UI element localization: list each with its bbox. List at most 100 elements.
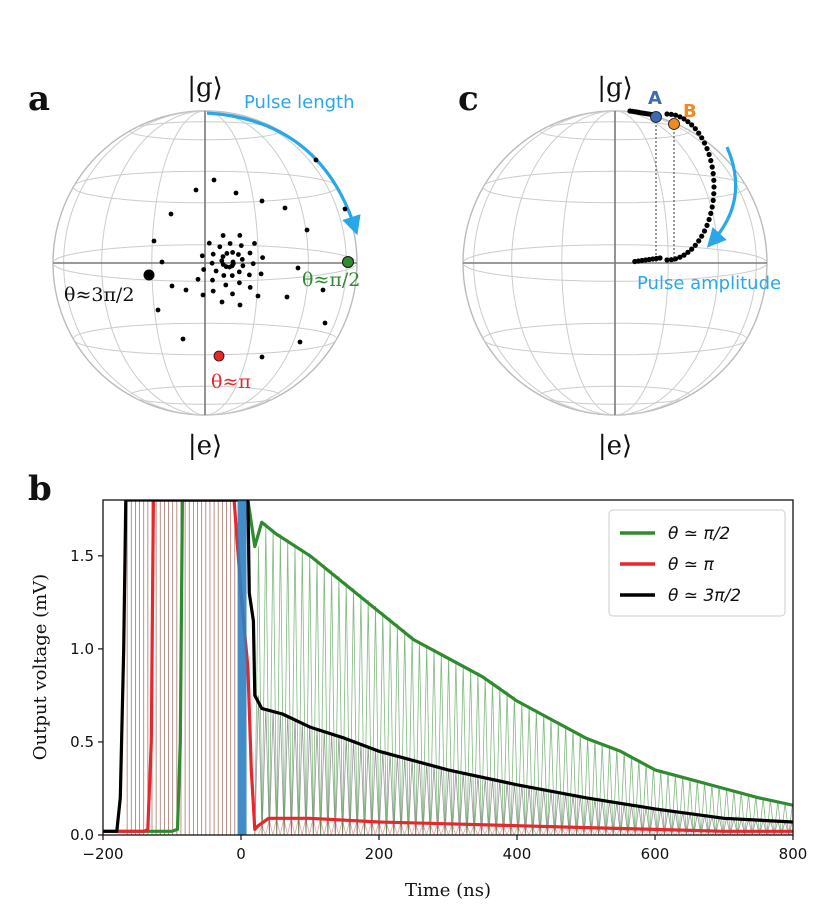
spiral-point	[200, 292, 206, 298]
spiral-point	[258, 271, 264, 277]
spiral-point	[295, 265, 301, 271]
panel-a-letter: a	[28, 79, 50, 119]
spiral-point	[322, 320, 328, 326]
point-theta-pi-half	[342, 256, 354, 268]
legend-label: θ ≃ π/2	[668, 524, 730, 544]
spiral-point	[252, 241, 257, 246]
spiral-point	[284, 294, 290, 300]
arc-point	[677, 254, 683, 260]
point-b	[668, 118, 680, 130]
legend: θ ≃ π/2 θ ≃ π θ ≃ 3π/2	[608, 509, 786, 617]
x-tick-label: −200	[82, 845, 123, 863]
pulse-amplitude-arrow	[706, 146, 738, 248]
arc-point	[704, 222, 710, 228]
spiral-point	[227, 241, 233, 246]
arc-point	[685, 249, 691, 255]
spiral-point	[230, 291, 235, 297]
spiral-point	[220, 233, 226, 238]
arc-point	[664, 111, 670, 117]
sphere-c-ground-label: |g⟩	[597, 73, 633, 103]
panel-a-bloch-sphere: a |g⟩ |e⟩ Pulse length θ≈π/2 θ≈3π/2 θ≈π	[28, 73, 361, 461]
sphere-a-ground-label: |g⟩	[187, 73, 223, 103]
point-a	[650, 111, 662, 123]
label-theta-pi: θ≈π	[211, 371, 251, 393]
legend-box	[608, 509, 786, 617]
series-line	[103, 500, 793, 833]
spiral-point	[169, 283, 175, 289]
spiral-point	[168, 211, 174, 217]
series-lines	[103, 500, 793, 833]
arc-point	[692, 126, 698, 132]
arc-point	[709, 164, 715, 170]
sphere-c-excited-label: |e⟩	[598, 431, 632, 461]
spiral-point	[151, 238, 157, 244]
y-tick-label: 0.5	[70, 733, 94, 751]
amplitude-arc-points	[627, 108, 717, 265]
spiral-point	[219, 258, 225, 264]
spiral-point	[159, 259, 165, 265]
arc-point	[689, 122, 695, 128]
x-tick-label: 0	[236, 845, 246, 863]
x-tick-label: 400	[503, 845, 532, 863]
spiral-point	[229, 273, 235, 278]
arc-point	[701, 140, 708, 146]
arc-point	[710, 171, 716, 177]
spiral-point	[237, 280, 242, 286]
spiral-point	[210, 277, 215, 283]
spiral-point	[259, 354, 265, 360]
arc-point	[709, 204, 715, 210]
spiral-point	[210, 288, 216, 294]
pulse-length-label: Pulse length	[244, 92, 355, 113]
spiral-point	[220, 254, 226, 259]
arc-point	[699, 233, 705, 239]
spiral-point	[195, 276, 201, 282]
spiral-points	[151, 157, 348, 360]
sphere-a-excited-label: |e⟩	[188, 431, 222, 461]
legend-label: θ ≃ π	[668, 555, 714, 575]
arc-point	[696, 130, 702, 136]
spiral-point	[193, 187, 199, 193]
spiral-point	[206, 240, 212, 246]
series-line	[103, 500, 793, 833]
arc-point	[673, 256, 679, 262]
spiral-point	[282, 205, 288, 211]
arc-point	[706, 216, 712, 223]
spiral-point	[230, 250, 236, 255]
arc-point	[696, 238, 702, 244]
spiral-point	[217, 244, 223, 250]
arc-point	[711, 191, 717, 197]
spiral-point	[236, 252, 241, 257]
arc-point	[711, 177, 717, 183]
spiral-point	[342, 206, 348, 212]
arc-point	[708, 158, 714, 164]
spiral-point	[260, 255, 265, 260]
spiral-point	[221, 273, 227, 278]
spiral-point	[297, 339, 303, 345]
spiral-point	[237, 302, 243, 308]
spiral-point	[219, 299, 225, 305]
arc-point	[706, 151, 712, 158]
arc-point	[664, 257, 670, 263]
legend-label: θ ≃ 3π/2	[668, 586, 741, 606]
spiral-point	[233, 190, 239, 196]
arc-point	[701, 228, 708, 234]
spiral-point	[201, 267, 207, 272]
x-tick-label: 800	[779, 845, 808, 863]
spiral-point	[183, 287, 189, 293]
spiral-point	[180, 336, 186, 342]
arc-point	[708, 210, 714, 216]
arc-point	[681, 116, 687, 122]
arc-point	[689, 246, 695, 252]
spiral-point	[223, 282, 229, 288]
x-axis-ticks: −200 0 200 400 600 800	[82, 835, 807, 863]
arc-point	[673, 112, 679, 118]
spiral-point	[239, 257, 245, 262]
arc-point	[699, 135, 705, 141]
panel-c-bloch-sphere: c |g⟩ |e⟩ A B Pulse amplitude	[458, 73, 781, 461]
point-a-label: A	[648, 88, 662, 109]
spiral-point	[240, 263, 246, 269]
pulse-length-arrow	[206, 111, 361, 236]
y-tick-label: 1.0	[70, 640, 94, 658]
spiral-point	[224, 251, 230, 256]
